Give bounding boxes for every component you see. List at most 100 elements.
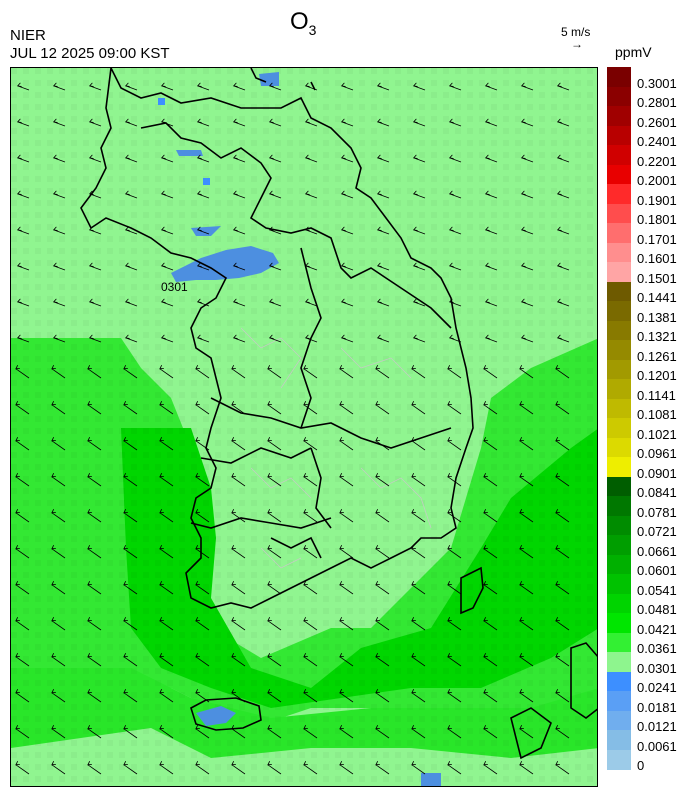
wind-arrow <box>123 512 138 523</box>
wind-arrow <box>483 692 498 703</box>
wind-arrow <box>123 584 138 595</box>
wind-arrowhead <box>16 298 22 303</box>
wind-arrowhead <box>339 545 344 550</box>
wind-arrowhead <box>339 653 344 658</box>
wind-arrowhead <box>231 617 236 622</box>
wind-arrow <box>375 404 390 415</box>
wind-arrowhead <box>375 437 380 442</box>
wind-arrow <box>231 764 246 775</box>
wind-arrowhead <box>447 617 452 622</box>
wind-arrow <box>231 620 246 631</box>
wind-arrowhead <box>411 761 416 766</box>
wind-arrowhead <box>519 689 524 694</box>
wind-arrowhead <box>484 226 490 231</box>
wind-arrow <box>51 368 66 379</box>
wind-arrowhead <box>16 82 22 87</box>
wind-arrowhead <box>231 653 236 658</box>
low-ozone-patch-top <box>259 72 279 86</box>
legend-swatch <box>607 496 631 516</box>
wind-arrowhead <box>555 653 560 658</box>
wind-arrowhead <box>556 82 562 87</box>
wind-arrowhead <box>88 118 94 123</box>
legend-swatch <box>607 613 631 633</box>
wind-arrow <box>15 692 30 703</box>
wind-arrowhead <box>411 365 416 370</box>
wind-arrowhead <box>375 545 380 550</box>
wind-arrowhead <box>87 365 92 370</box>
wind-arrowhead <box>304 262 310 267</box>
wind-arrowhead <box>375 761 380 766</box>
wind-arrow <box>339 692 354 703</box>
legend-label: 0.0361 <box>637 641 677 657</box>
wind-arrowhead <box>339 509 344 514</box>
wind-arrow <box>195 440 210 451</box>
wind-arrowhead <box>267 653 272 658</box>
wind-arrow <box>339 620 354 631</box>
color-legend: 0.3001 0.2801 0.2601 0.2401 0.2201 0.2001 0.19… <box>607 67 677 773</box>
wind-arrowhead <box>555 689 560 694</box>
wind-arrowhead <box>375 689 380 694</box>
legend-swatch <box>607 67 631 87</box>
wind-arrowhead <box>88 262 94 267</box>
wind-arrowhead <box>520 298 526 303</box>
wind-arrowhead <box>51 761 56 766</box>
low-ozone-patch-ne <box>176 150 203 156</box>
wind-arrowhead <box>159 617 164 622</box>
wind-arrow <box>159 620 174 631</box>
wind-arrowhead <box>340 226 346 231</box>
wind-arrowhead <box>412 262 418 267</box>
ozone-map[interactable]: 0301 <box>10 67 598 787</box>
wind-arrowhead <box>196 154 202 159</box>
wind-arrowhead <box>375 617 380 622</box>
wind-arrowhead <box>87 761 92 766</box>
wind-arrow <box>123 440 138 451</box>
wind-arrow <box>411 584 426 595</box>
wind-arrowhead <box>555 617 560 622</box>
wind-arrowhead <box>520 82 526 87</box>
wind-arrowhead <box>303 473 308 478</box>
wind-arrowhead <box>555 545 560 550</box>
wind-arrowhead <box>124 82 130 87</box>
wind-arrowhead <box>52 334 58 339</box>
wind-arrowhead <box>268 226 274 231</box>
wind-arrowhead <box>339 581 344 586</box>
wind-arrowhead <box>160 190 166 195</box>
wind-arrowhead <box>123 365 128 370</box>
wind-arrowhead <box>159 365 164 370</box>
wind-arrow <box>195 728 210 739</box>
wind-arrowhead <box>195 365 200 370</box>
wind-arrowhead <box>375 473 380 478</box>
legend-label: 0 <box>637 758 645 774</box>
wind-arrowhead <box>88 154 94 159</box>
legend-label: 0.0181 <box>637 699 677 715</box>
legend-swatch <box>607 535 631 555</box>
wind-arrow <box>267 692 282 703</box>
wind-arrowhead <box>304 118 310 123</box>
wind-arrowhead <box>375 581 380 586</box>
wind-arrowhead <box>484 154 490 159</box>
wind-arrowhead <box>555 509 560 514</box>
wind-arrow <box>519 476 534 487</box>
wind-arrow <box>51 440 66 451</box>
legend-swatch <box>607 476 631 497</box>
wind-arrow <box>519 584 534 595</box>
wind-arrow <box>15 404 30 415</box>
wind-arrowhead <box>232 154 238 159</box>
wind-arrowhead <box>303 581 308 586</box>
wind-arrow <box>231 656 246 667</box>
wind-arrowhead <box>267 617 272 622</box>
wind-arrow <box>483 548 498 559</box>
wind-arrowhead <box>412 334 418 339</box>
legend-swatch <box>607 164 631 185</box>
wind-arrowhead <box>123 689 128 694</box>
wind-arrowhead <box>520 154 526 159</box>
legend-label: 0.0781 <box>637 504 677 520</box>
wind-arrow <box>51 728 66 739</box>
wind-arrow <box>519 764 534 775</box>
wind-arrowhead <box>483 761 488 766</box>
wind-arrowhead <box>519 545 524 550</box>
wind-arrowhead <box>555 761 560 766</box>
wind-arrowhead <box>88 82 94 87</box>
wind-arrow <box>411 512 426 523</box>
wind-arrowhead <box>124 262 130 267</box>
